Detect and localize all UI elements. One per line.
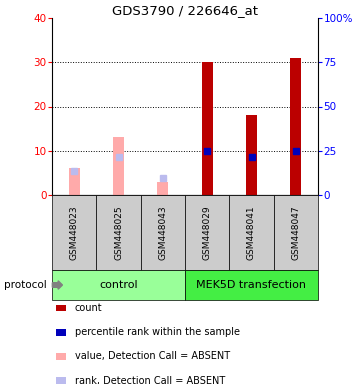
- Text: value, Detection Call = ABSENT: value, Detection Call = ABSENT: [75, 351, 230, 361]
- Bar: [69, 169, 80, 195]
- Text: control: control: [99, 280, 138, 290]
- Text: percentile rank within the sample: percentile rank within the sample: [75, 327, 240, 337]
- Text: GSM448025: GSM448025: [114, 205, 123, 260]
- Text: rank, Detection Call = ABSENT: rank, Detection Call = ABSENT: [75, 376, 225, 384]
- Text: protocol: protocol: [4, 280, 46, 290]
- Bar: [157, 182, 168, 195]
- Title: GDS3790 / 226646_at: GDS3790 / 226646_at: [112, 4, 258, 17]
- Bar: [202, 62, 213, 195]
- Text: GSM448041: GSM448041: [247, 205, 256, 260]
- Text: GSM448047: GSM448047: [291, 205, 300, 260]
- Bar: [290, 58, 301, 195]
- Text: count: count: [75, 303, 103, 313]
- Text: GSM448043: GSM448043: [158, 205, 168, 260]
- Bar: [113, 137, 124, 195]
- Bar: [246, 115, 257, 195]
- Text: GSM448029: GSM448029: [203, 205, 212, 260]
- Text: MEK5D transfection: MEK5D transfection: [196, 280, 306, 290]
- Text: GSM448023: GSM448023: [70, 205, 79, 260]
